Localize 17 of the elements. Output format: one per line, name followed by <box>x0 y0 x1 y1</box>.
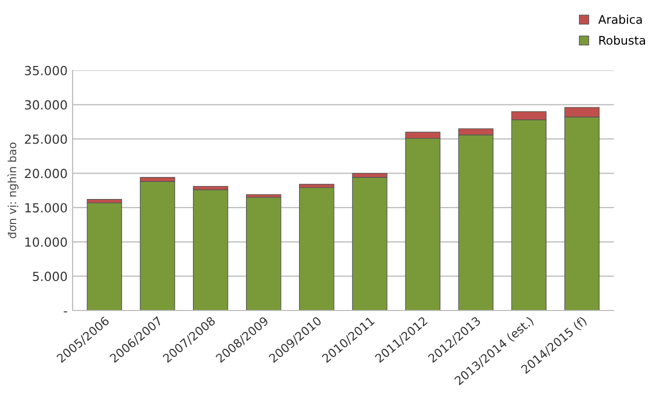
y-tick-label: 10.000 <box>25 237 67 247</box>
y-tick-label: 30.000 <box>24 100 67 110</box>
bar <box>192 189 228 310</box>
bar <box>246 196 282 310</box>
bar <box>86 202 122 310</box>
y-tick-label: 15.000 <box>25 203 67 213</box>
bar <box>352 177 388 310</box>
y-tick-label: 5.000 <box>32 272 67 282</box>
legend-label: Robusta <box>599 36 646 45</box>
y-tick-label: 25.000 <box>24 134 67 144</box>
legend-label: Arabica <box>598 14 642 24</box>
y-axis-title: đơn vị: nghìn bao <box>7 142 18 238</box>
y-tick-label: 35.000 <box>24 66 67 76</box>
bar <box>299 187 334 310</box>
y-tick-label: - <box>64 311 68 312</box>
bar <box>140 181 176 310</box>
y-tick-label: 20.000 <box>24 168 67 178</box>
